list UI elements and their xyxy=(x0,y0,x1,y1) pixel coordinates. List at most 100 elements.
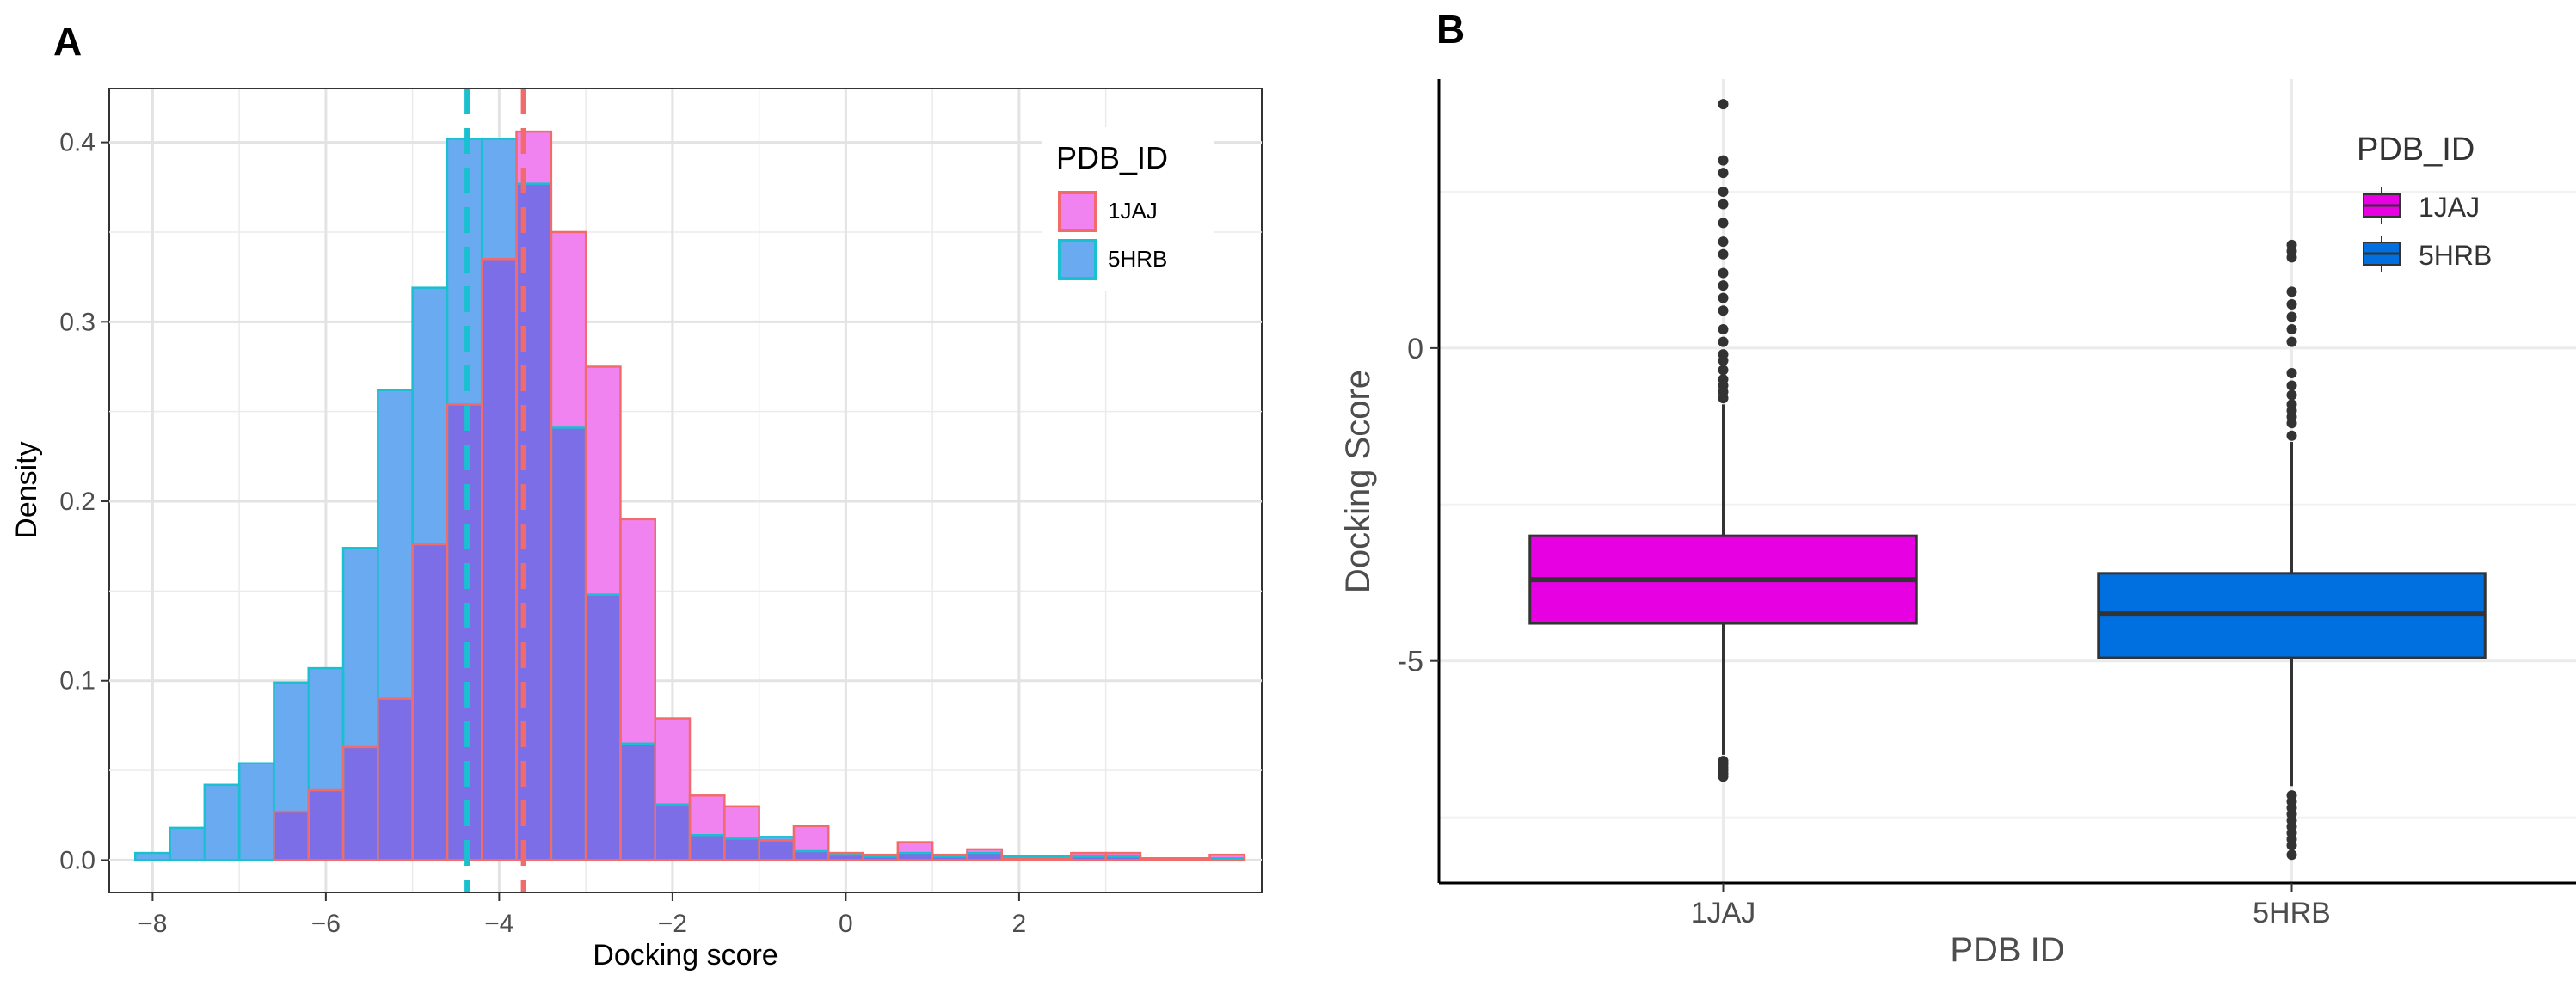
bar-outline-1jaj xyxy=(1208,853,1246,861)
bar-outline-1jaj xyxy=(896,841,934,861)
outlier-point xyxy=(2286,430,2297,441)
bar-1jaj xyxy=(967,849,1002,854)
panel-b-legend: PDB_ID 1JAJ 5HRB xyxy=(2357,132,2492,272)
bar-1jaj xyxy=(1105,853,1140,857)
panel-b-y-ticks: 0 -5 xyxy=(1398,333,1439,678)
bar-overlap xyxy=(378,698,413,861)
bar-overlap xyxy=(1071,856,1106,861)
legend-1jaj-key xyxy=(2363,187,2401,224)
outlier-point xyxy=(2286,418,2297,429)
panel-a-legend: PDB_ID 1JAJ 5HRB xyxy=(1042,127,1214,291)
panel-a-y-tick-label: 0.4 xyxy=(59,129,95,157)
bar-5hrb xyxy=(135,853,170,861)
outlier-point xyxy=(1718,186,1729,197)
bar-5hrb xyxy=(378,389,413,699)
outlier-point xyxy=(1718,355,1729,366)
panel-a-grid xyxy=(109,89,1262,892)
bar-1jaj xyxy=(586,366,621,595)
outlier-point xyxy=(1718,365,1729,376)
panel-a-tag: A xyxy=(53,19,82,64)
bar-1jaj xyxy=(620,518,655,744)
outlier-point xyxy=(2286,840,2297,851)
panel-a: A −8 −6 −4 −2 0 2 0.0 0.1 0.2 0.3 0.4 Docking sco… xyxy=(10,19,1263,972)
bar-1jaj xyxy=(793,825,829,851)
panel-a-y-tick-label: 0.2 xyxy=(59,487,95,516)
bar-overlap xyxy=(932,856,968,861)
panel-a-x-ticks: −8 −6 −4 −2 0 2 xyxy=(138,892,1026,938)
outlier-point xyxy=(1718,336,1729,347)
panel-a-x-tick-label: −2 xyxy=(658,910,687,938)
panel-b-legend-title: PDB_ID xyxy=(2357,132,2475,168)
panel-b-plot-area xyxy=(1439,79,2576,883)
bar-overlap xyxy=(863,856,898,861)
bar-5hrb xyxy=(759,837,794,841)
legend-1jaj-label: 1JAJ xyxy=(1108,198,1158,224)
panel-a-x-tick-label: −6 xyxy=(311,910,341,938)
bar-1jaj xyxy=(550,231,587,428)
bar-outline-1jaj xyxy=(1104,851,1142,861)
outlier-point xyxy=(2286,311,2297,322)
panel-a-y-ticks: 0.0 0.1 0.2 0.3 0.4 xyxy=(59,129,109,874)
bar-outline-1jaj xyxy=(1035,857,1073,861)
outlier-point xyxy=(1718,248,1729,260)
bar-outline-1jaj xyxy=(723,805,760,861)
bar-overlap xyxy=(620,743,655,861)
bar-outline-1jaj xyxy=(792,825,830,861)
bar-overlap xyxy=(446,404,483,861)
outlier-point xyxy=(1718,305,1729,316)
bar-1jaj xyxy=(724,806,759,839)
bar-overlap xyxy=(759,840,794,861)
outlier-point xyxy=(1718,393,1729,404)
bar-5hrb xyxy=(343,548,378,747)
legend-5hrb-key xyxy=(1058,239,1097,280)
outlier-point xyxy=(2286,336,2297,347)
panel-a-legend-title: PDB_ID xyxy=(1056,140,1168,175)
bar-1jaj xyxy=(1071,853,1106,857)
legend-5hrb-label: 5HRB xyxy=(1108,246,1167,272)
bar-5hrb xyxy=(169,827,205,861)
bar-overlap xyxy=(274,812,309,861)
panel-b-y-tick-label: 0 xyxy=(1407,333,1423,365)
bar-overlap xyxy=(586,594,621,861)
outlier-point xyxy=(2286,389,2297,401)
outlier-point xyxy=(1718,218,1729,229)
outlier-point xyxy=(1718,168,1729,179)
bar-1jaj xyxy=(690,795,725,836)
bar-overlap xyxy=(967,853,1002,861)
legend-5hrb-label: 5HRB xyxy=(2419,240,2492,271)
panel-a-x-tick-label: −8 xyxy=(138,910,167,938)
outlier-point xyxy=(2286,298,2297,310)
bar-5hrb xyxy=(204,784,240,861)
bar-outline-1jaj xyxy=(966,848,1003,861)
panel-b-y-tick-label: -5 xyxy=(1398,646,1423,678)
bar-outline-1jaj xyxy=(654,717,692,861)
outlier-point xyxy=(2286,286,2297,297)
outlier-point xyxy=(1718,324,1729,335)
bar-overlap xyxy=(1105,856,1140,861)
bar-overlap xyxy=(690,835,725,861)
bar-overlap xyxy=(793,850,829,861)
panel-a-mean-lines xyxy=(464,89,526,892)
bar-overlap xyxy=(516,183,551,861)
bar-overlap xyxy=(828,855,864,861)
panel-a-x-tick-label: 0 xyxy=(839,910,853,938)
bar-overlap xyxy=(412,544,447,861)
panel-a-y-label: Density xyxy=(10,441,43,538)
box-1jaj xyxy=(1528,99,1918,782)
bar-1jaj xyxy=(897,842,933,854)
panel-a-x-tick-label: 2 xyxy=(1012,910,1027,938)
outlier-point xyxy=(1718,236,1729,248)
bar-outline-1jaj xyxy=(619,518,656,861)
bar-overlap xyxy=(724,838,759,861)
panel-b-x-tick-label: 1JAJ xyxy=(1691,897,1756,929)
panel-a-x-tick-label: −4 xyxy=(484,910,513,938)
bar-outline-1jaj xyxy=(1139,857,1177,861)
panel-a-y-tick-label: 0.1 xyxy=(59,667,95,696)
bar-5hrb xyxy=(274,682,309,812)
outlier-point xyxy=(2286,324,2297,335)
outlier-point xyxy=(1718,267,1729,279)
bar-5hrb xyxy=(239,763,274,861)
panel-b: B 0 -5 1JAJ 5HRB PDB ID Docking Score PDB_… xyxy=(1339,7,2576,969)
panel-b-x-label: PDB ID xyxy=(1950,931,2064,969)
